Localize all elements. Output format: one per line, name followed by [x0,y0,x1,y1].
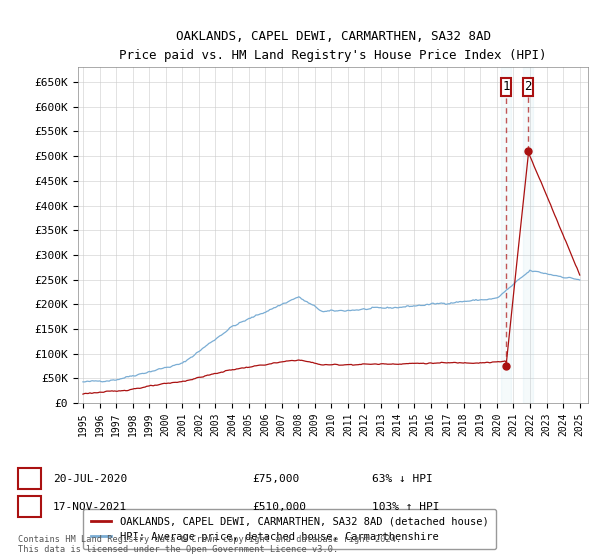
Text: 2: 2 [26,502,33,512]
Text: 2: 2 [524,81,532,94]
Bar [500,78,511,96]
Title: OAKLANDS, CAPEL DEWI, CARMARTHEN, SA32 8AD
Price paid vs. HM Land Registry's Hou: OAKLANDS, CAPEL DEWI, CARMARTHEN, SA32 8… [119,30,547,62]
Text: 63% ↓ HPI: 63% ↓ HPI [372,474,433,484]
Text: 103% ↑ HPI: 103% ↑ HPI [372,502,439,512]
Text: 20-JUL-2020: 20-JUL-2020 [53,474,127,484]
Text: 1: 1 [26,474,33,484]
Text: £75,000: £75,000 [252,474,299,484]
Text: £510,000: £510,000 [252,502,306,512]
Text: 1: 1 [502,81,510,94]
Legend: OAKLANDS, CAPEL DEWI, CARMARTHEN, SA32 8AD (detached house), HPI: Average price,: OAKLANDS, CAPEL DEWI, CARMARTHEN, SA32 8… [83,509,496,549]
Bar [501,67,511,403]
Text: Contains HM Land Registry data © Crown copyright and database right 2024.
This d: Contains HM Land Registry data © Crown c… [18,535,401,554]
Bar [523,78,533,96]
Bar [523,67,533,403]
Text: 17-NOV-2021: 17-NOV-2021 [53,502,127,512]
